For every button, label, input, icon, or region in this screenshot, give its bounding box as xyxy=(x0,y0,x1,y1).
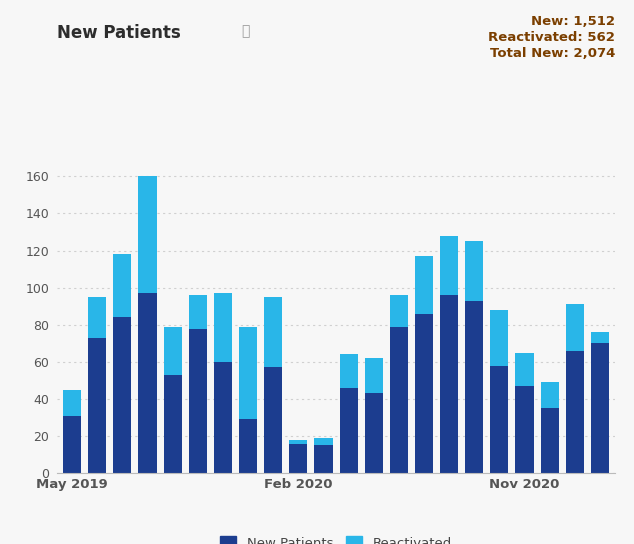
Bar xyxy=(239,419,257,473)
Bar xyxy=(566,305,584,351)
Bar xyxy=(164,375,182,473)
Bar xyxy=(314,438,332,446)
Bar xyxy=(515,386,534,473)
Bar xyxy=(264,368,282,473)
Bar xyxy=(340,388,358,473)
Bar xyxy=(88,338,107,473)
Bar xyxy=(164,326,182,375)
Bar xyxy=(88,297,107,338)
Bar xyxy=(566,351,584,473)
Text: ⓘ: ⓘ xyxy=(241,24,249,39)
Text: Total New: 2,074: Total New: 2,074 xyxy=(489,47,615,60)
Bar xyxy=(138,293,157,473)
Bar xyxy=(415,314,433,473)
Bar xyxy=(390,295,408,326)
Bar xyxy=(365,358,383,393)
Bar xyxy=(440,295,458,473)
Bar xyxy=(340,355,358,388)
Bar xyxy=(214,362,232,473)
Bar xyxy=(189,329,207,473)
Bar xyxy=(289,440,307,443)
Bar xyxy=(591,343,609,473)
Legend: New Patients, Reactivated: New Patients, Reactivated xyxy=(215,531,457,544)
Bar xyxy=(390,326,408,473)
Bar xyxy=(541,382,559,409)
Bar xyxy=(490,310,508,366)
Text: Reactivated: 562: Reactivated: 562 xyxy=(488,31,615,44)
Bar xyxy=(415,256,433,314)
Bar xyxy=(289,443,307,473)
Bar xyxy=(490,366,508,473)
Text: New: 1,512: New: 1,512 xyxy=(531,15,615,28)
Bar xyxy=(264,297,282,368)
Bar xyxy=(239,326,257,419)
Bar xyxy=(465,242,483,301)
Bar xyxy=(591,332,609,343)
Bar xyxy=(63,416,81,473)
Text: New Patients: New Patients xyxy=(57,24,181,42)
Bar xyxy=(541,409,559,473)
Bar xyxy=(138,176,157,293)
Bar xyxy=(314,446,332,473)
Bar xyxy=(440,236,458,295)
Bar xyxy=(113,254,131,317)
Bar xyxy=(214,293,232,362)
Bar xyxy=(465,301,483,473)
Bar xyxy=(63,390,81,416)
Bar xyxy=(189,295,207,329)
Bar xyxy=(365,393,383,473)
Bar xyxy=(113,317,131,473)
Bar xyxy=(515,353,534,386)
